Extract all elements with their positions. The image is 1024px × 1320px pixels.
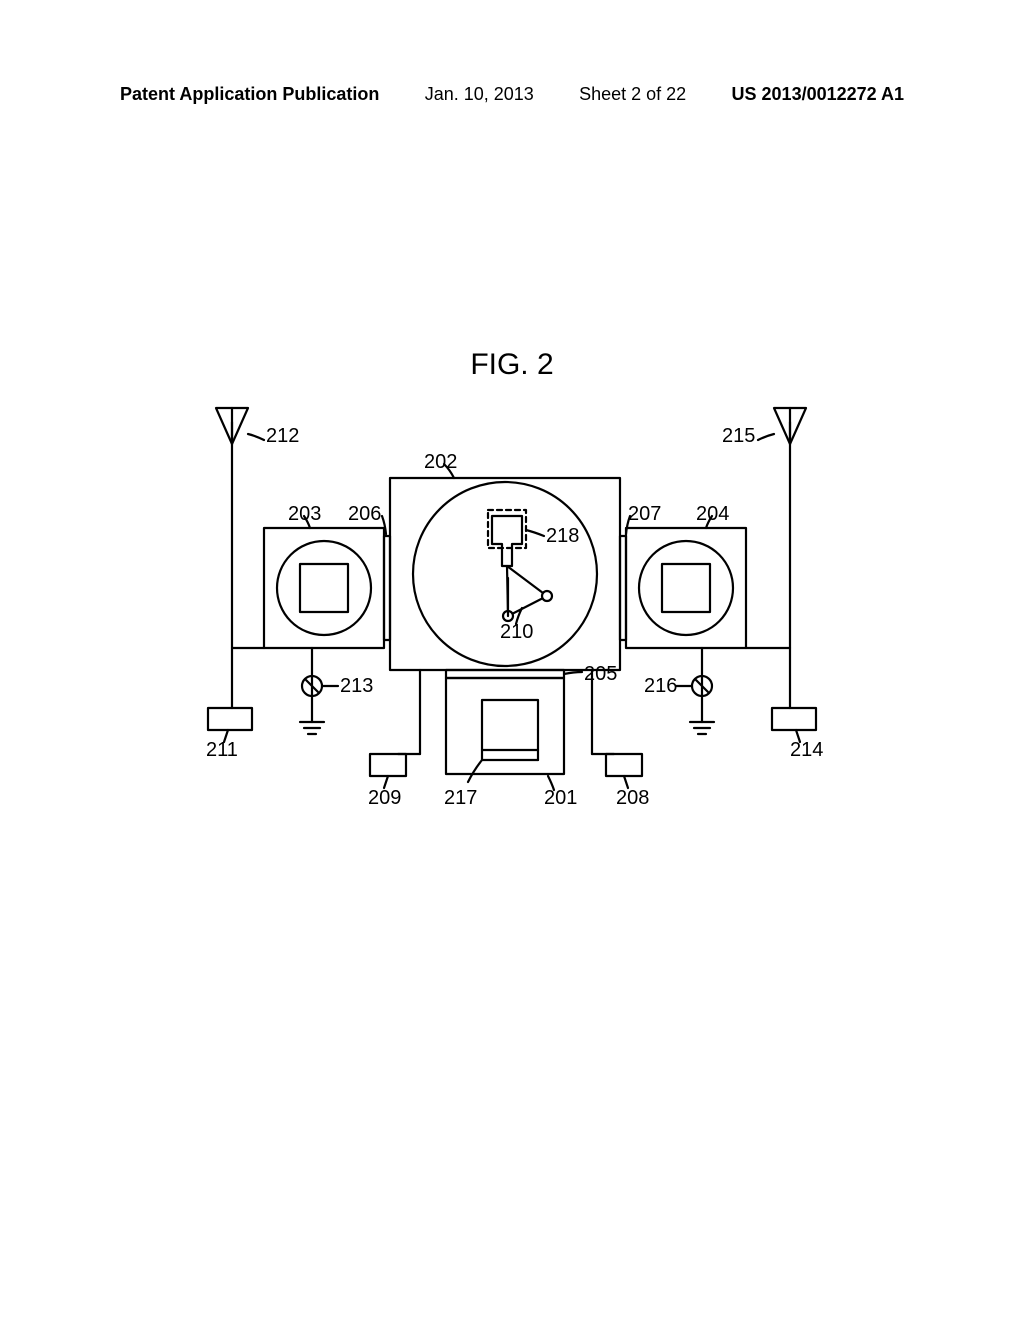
label-216: 216	[644, 676, 677, 696]
publication-number: US 2013/0012272 A1	[732, 84, 904, 105]
label-214: 214	[790, 740, 823, 760]
label-201: 201	[544, 788, 577, 808]
label-203: 203	[288, 504, 321, 524]
publication-type: Patent Application Publication	[120, 84, 379, 105]
label-207: 207	[628, 504, 661, 524]
label-215: 215	[722, 426, 755, 446]
figure-title: FIG. 2	[0, 348, 1024, 382]
label-205: 205	[584, 664, 617, 684]
label-211: 211	[206, 740, 238, 760]
label-202: 202	[424, 452, 457, 472]
label-204: 204	[696, 504, 729, 524]
label-218: 218	[546, 526, 579, 546]
label-217: 217	[444, 788, 477, 808]
diagram-svg	[192, 408, 832, 828]
label-209: 209	[368, 788, 401, 808]
label-210: 210	[500, 622, 533, 642]
label-208: 208	[616, 788, 649, 808]
label-206: 206	[348, 504, 381, 524]
label-212: 212	[266, 426, 299, 446]
page-header: Patent Application Publication Jan. 10, …	[0, 84, 1024, 105]
patent-diagram: 212 202 215 203 206 207 204 218 210 213 …	[192, 408, 832, 828]
publication-date: Jan. 10, 2013	[425, 84, 534, 105]
label-213: 213	[340, 676, 373, 696]
sheet-number: Sheet 2 of 22	[579, 84, 686, 105]
